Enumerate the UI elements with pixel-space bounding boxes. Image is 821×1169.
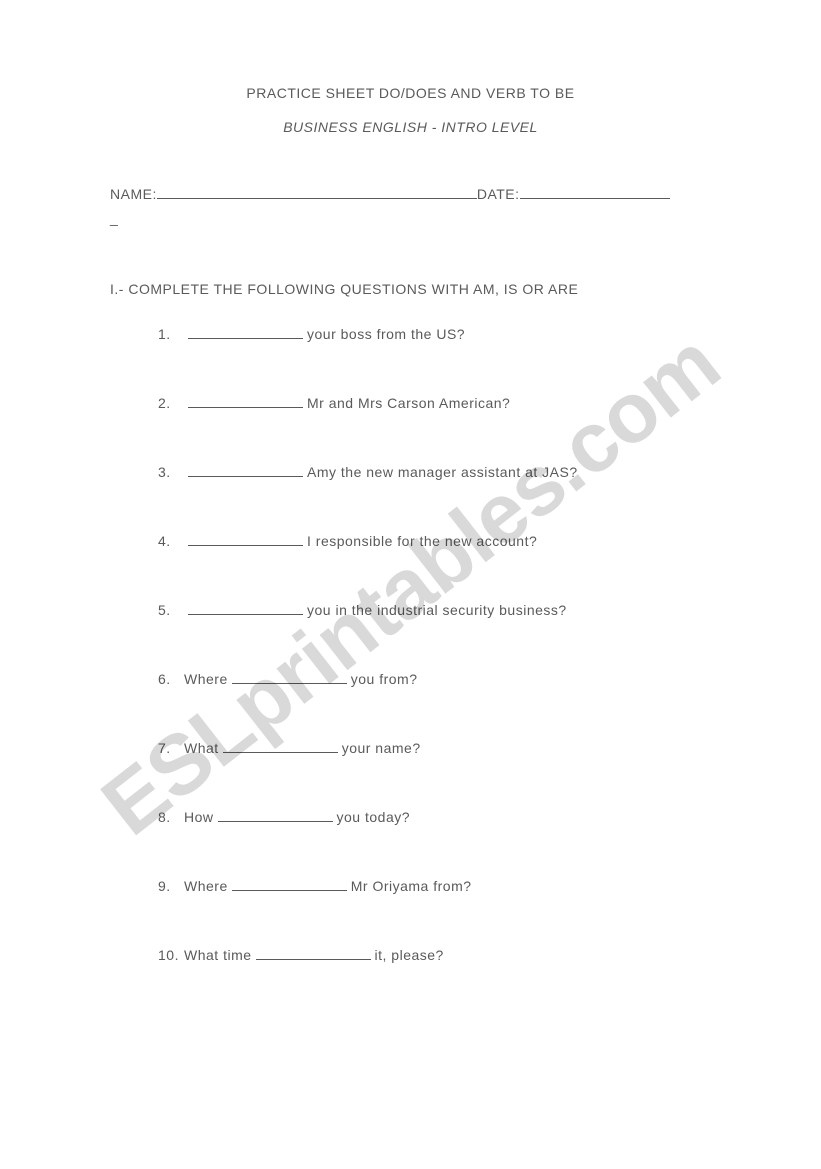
question-text-before: Where: [184, 671, 228, 687]
question-item: 7.What your name?: [158, 739, 711, 756]
question-text-after: you today?: [337, 809, 411, 825]
question-number: 7.: [158, 740, 184, 756]
document-subtitle: BUSINESS ENGLISH - INTRO LEVEL: [110, 119, 711, 135]
question-text: I responsible for the new account?: [184, 532, 537, 549]
question-item: 9.Where Mr Oriyama from?: [158, 877, 711, 894]
question-text: What your name?: [184, 739, 421, 756]
question-text-before: Where: [184, 878, 228, 894]
document-title: PRACTICE SHEET DO/DOES AND VERB TO BE: [110, 85, 711, 101]
question-number: 5.: [158, 602, 184, 618]
question-number: 8.: [158, 809, 184, 825]
answer-blank-line: [188, 601, 303, 615]
question-text-after: Mr Oriyama from?: [351, 878, 472, 894]
answer-blank-line: [218, 808, 333, 822]
question-text: Where Mr Oriyama from?: [184, 877, 472, 894]
question-text-after: Amy the new manager assistant at JAS?: [307, 464, 578, 480]
answer-blank-line: [232, 877, 347, 891]
question-number: 4.: [158, 533, 184, 549]
question-text: What time it, please?: [184, 946, 444, 963]
answer-blank-line: [256, 946, 371, 960]
question-text-before: What: [184, 740, 219, 756]
question-text: you in the industrial security business?: [184, 601, 567, 618]
answer-blank-line: [188, 532, 303, 546]
question-text: Amy the new manager assistant at JAS?: [184, 463, 578, 480]
answer-blank-line: [232, 670, 347, 684]
question-number: 1.: [158, 326, 184, 342]
document-header: PRACTICE SHEET DO/DOES AND VERB TO BE BU…: [110, 85, 711, 135]
name-label: NAME:: [110, 186, 157, 202]
question-number: 3.: [158, 464, 184, 480]
question-item: 5. you in the industrial security busine…: [158, 601, 711, 618]
question-number: 9.: [158, 878, 184, 894]
section-instruction: I.- COMPLETE THE FOLLOWING QUESTIONS WIT…: [110, 281, 711, 297]
question-text-after: your boss from the US?: [307, 326, 465, 342]
name-date-row: NAME: DATE:: [110, 185, 711, 202]
question-text: How you today?: [184, 808, 410, 825]
question-text-after: you in the industrial security business?: [307, 602, 567, 618]
question-text: Where you from?: [184, 670, 417, 687]
question-text-before: What time: [184, 947, 252, 963]
answer-blank-line: [188, 394, 303, 408]
question-text-after: you from?: [351, 671, 418, 687]
question-text-before: How: [184, 809, 214, 825]
question-item: 8.How you today?: [158, 808, 711, 825]
question-text-after: your name?: [342, 740, 421, 756]
question-text: your boss from the US?: [184, 325, 465, 342]
question-text-after: Mr and Mrs Carson American?: [307, 395, 510, 411]
question-item: 10.What time it, please?: [158, 946, 711, 963]
question-number: 10.: [158, 947, 184, 963]
answer-blank-line: [223, 739, 338, 753]
questions-list: 1. your boss from the US? 2. Mr and Mrs C…: [110, 325, 711, 963]
date-blank-line: [520, 185, 670, 199]
question-number: 6.: [158, 671, 184, 687]
answer-blank-line: [188, 325, 303, 339]
date-label: DATE:: [477, 186, 520, 202]
question-text-after: I responsible for the new account?: [307, 533, 537, 549]
answer-blank-line: [188, 463, 303, 477]
question-item: 2. Mr and Mrs Carson American?: [158, 394, 711, 411]
question-text: Mr and Mrs Carson American?: [184, 394, 510, 411]
stray-underscore: _: [110, 210, 711, 226]
question-item: 3. Amy the new manager assistant at JAS?: [158, 463, 711, 480]
question-text-after: it, please?: [375, 947, 444, 963]
question-number: 2.: [158, 395, 184, 411]
question-item: 4. I responsible for the new account?: [158, 532, 711, 549]
question-item: 6.Where you from?: [158, 670, 711, 687]
name-blank-line: [157, 185, 477, 199]
question-item: 1. your boss from the US?: [158, 325, 711, 342]
